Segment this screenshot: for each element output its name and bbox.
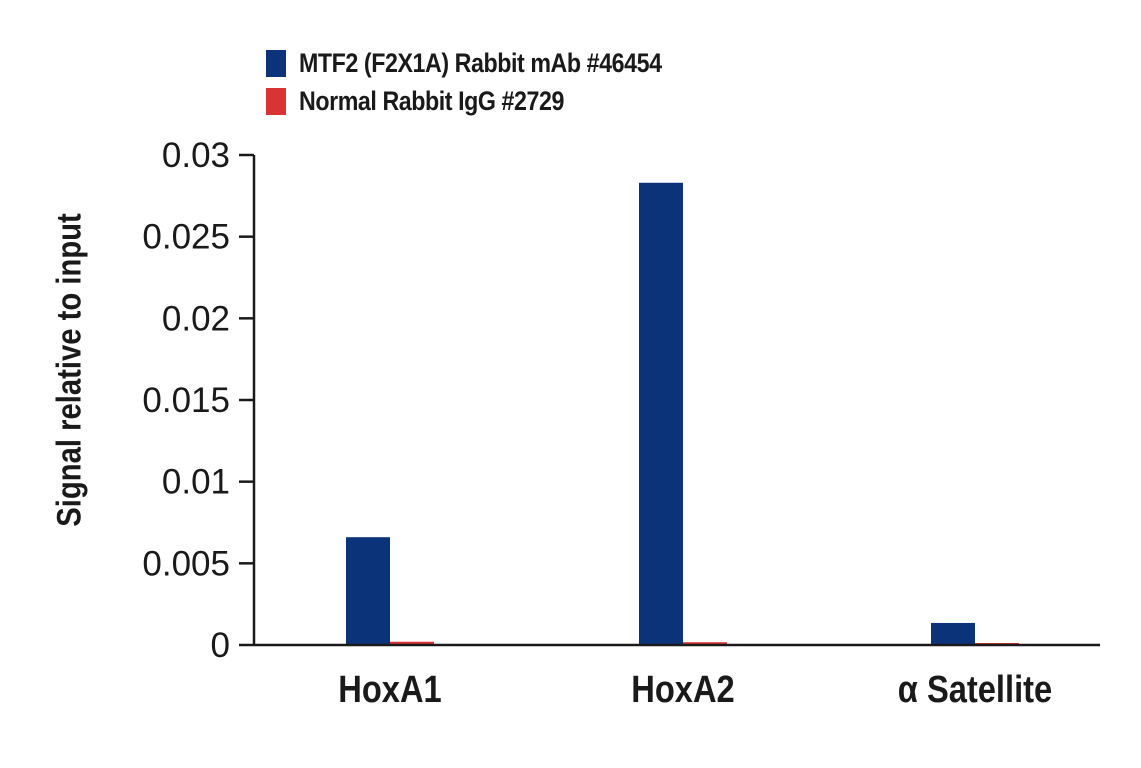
y-tick-label: 0.015	[142, 381, 230, 420]
legend-swatch-mtf2	[266, 49, 286, 77]
bar-igg-hoxa2	[683, 642, 727, 645]
y-tick-label: 0.03	[162, 136, 230, 175]
y-tick-label: 0.02	[162, 299, 230, 338]
bar-mtf2--satellite	[931, 622, 975, 645]
x-axis: HoxA1 HoxA2 α Satellite	[254, 643, 1100, 711]
x-category-label: HoxA1	[338, 668, 441, 711]
y-tick-label: 0.005	[142, 544, 230, 583]
legend-label-igg: Normal Rabbit IgG #2729	[299, 85, 564, 116]
legend-swatch-igg	[266, 87, 286, 115]
y-tick-label: 0	[211, 626, 230, 665]
chart-legend: MTF2 (F2X1A) Rabbit mAb #46454 Normal Ra…	[266, 44, 721, 120]
bar-igg-hoxa1	[390, 641, 434, 645]
y-tick-label: 0.01	[162, 463, 230, 502]
legend-item-igg: Normal Rabbit IgG #2729	[266, 82, 721, 120]
bar-mtf2-hoxa1	[346, 537, 390, 645]
legend-item-mtf2: MTF2 (F2X1A) Rabbit mAb #46454	[266, 44, 721, 82]
bar-mtf2-hoxa2	[639, 182, 683, 645]
legend-label-mtf2: MTF2 (F2X1A) Rabbit mAb #46454	[299, 47, 662, 78]
bars-group	[346, 182, 1019, 645]
y-axis: 0 0.005 0.01 0.015 0.02 0.025 0.03	[142, 136, 256, 665]
x-category-label: HoxA2	[631, 668, 734, 711]
x-category-label: α Satellite	[898, 668, 1052, 711]
y-tick-label: 0.025	[142, 218, 230, 257]
